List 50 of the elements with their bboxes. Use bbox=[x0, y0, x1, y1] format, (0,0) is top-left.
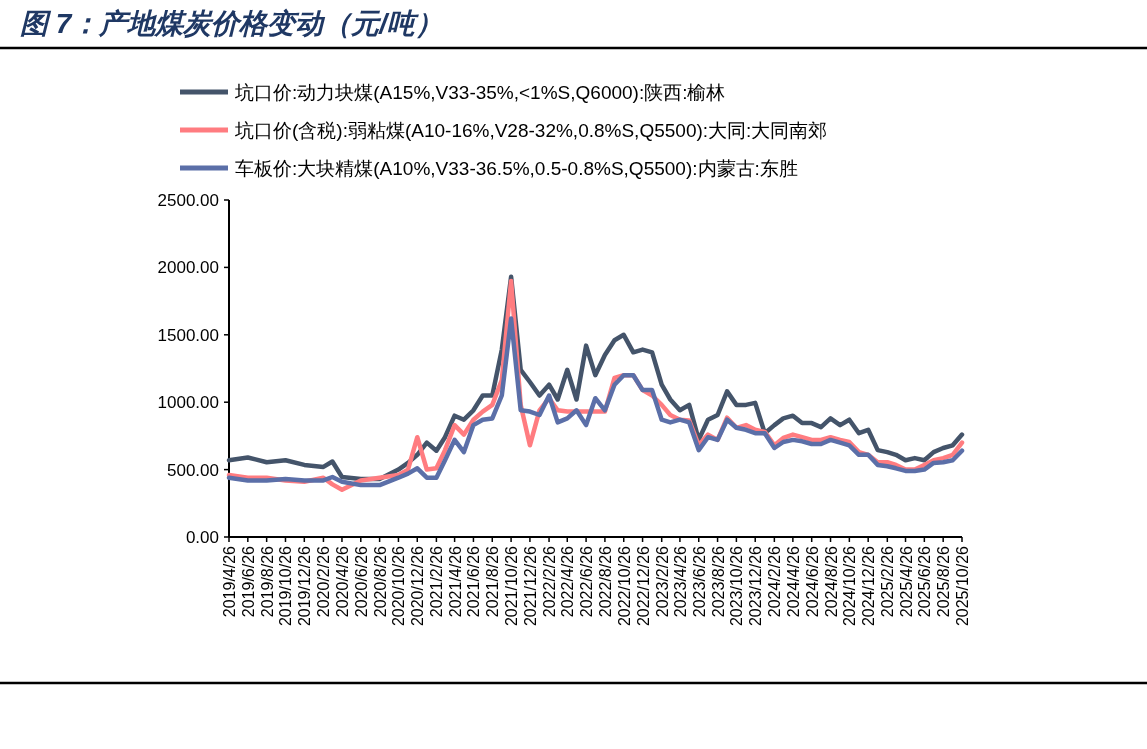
x-tick-label: 2025/8/26 bbox=[935, 545, 953, 618]
x-tick-label: 2020/10/26 bbox=[390, 545, 408, 627]
x-tick-label: 2021/10/26 bbox=[503, 545, 521, 627]
x-tick-label: 2019/10/26 bbox=[277, 545, 295, 627]
legend-label: 坑口价(含税):弱粘煤(A10-16%,V28-32%,0.8%S,Q5500):大同:大同南郊 bbox=[234, 120, 828, 141]
x-tick-label: 2020/12/26 bbox=[409, 545, 427, 627]
y-tick-label: 0.00 bbox=[185, 528, 219, 547]
x-tick-label: 2020/8/26 bbox=[371, 545, 389, 618]
title: 图 7：产地煤炭价格变动（元/吨） bbox=[20, 8, 444, 39]
y-tick-label: 2500.00 bbox=[157, 191, 219, 210]
x-tick-label: 2021/4/26 bbox=[446, 545, 464, 618]
y-tick-label: 500.00 bbox=[167, 460, 219, 480]
x-tick-label: 2023/2/26 bbox=[653, 545, 671, 618]
x-tick-label: 2022/2/26 bbox=[541, 545, 559, 618]
x-tick-label: 2021/2/26 bbox=[428, 545, 446, 618]
x-tick-label: 2024/6/26 bbox=[803, 545, 821, 618]
x-tick-label: 2022/6/26 bbox=[578, 545, 596, 618]
x-tick-label: 2019/6/26 bbox=[239, 545, 257, 618]
x-tick-label: 2019/4/26 bbox=[221, 545, 238, 618]
x-tick-label: 2025/10/26 bbox=[954, 545, 971, 627]
x-tick-label: 2024/8/26 bbox=[822, 545, 840, 618]
x-tick-label: 2020/4/26 bbox=[333, 545, 351, 618]
x-tick-label: 2024/10/26 bbox=[841, 545, 859, 627]
x-tick-label: 2024/4/26 bbox=[784, 545, 802, 618]
x-tick-label: 2022/12/26 bbox=[634, 545, 652, 627]
legend-label: 车板价:大块精煤(A10%,V33-36.5%,0.5-0.8%S,Q5500):内蒙古:东胜 bbox=[235, 158, 798, 179]
y-tick-label: 1000.00 bbox=[157, 393, 219, 413]
x-tick-label: 2019/12/26 bbox=[296, 545, 314, 627]
x-tick-label: 2022/10/26 bbox=[615, 545, 633, 627]
x-tick-label: 2024/12/26 bbox=[860, 545, 878, 627]
x-tick-label: 2023/6/26 bbox=[690, 545, 708, 618]
x-tick-label: 2021/8/26 bbox=[484, 545, 502, 618]
x-tick-label: 2025/6/26 bbox=[916, 545, 934, 618]
x-tick-label: 2021/6/26 bbox=[465, 545, 483, 618]
x-tick-label: 2022/8/26 bbox=[596, 545, 614, 618]
x-tick-label: 2020/2/26 bbox=[315, 545, 333, 618]
x-tick-label: 2023/4/26 bbox=[671, 545, 689, 618]
x-tick-label: 2020/6/26 bbox=[352, 545, 370, 618]
x-tick-label: 2025/4/26 bbox=[897, 545, 915, 618]
x-tick-label: 2023/12/26 bbox=[747, 545, 765, 627]
x-tick-label: 2022/4/26 bbox=[559, 545, 577, 618]
legend-label: 坑口价:动力块煤(A15%,V33-35%,<1%S,Q6000):陕西:榆林 bbox=[234, 82, 726, 103]
y-tick-label: 1500.00 bbox=[157, 325, 219, 345]
x-tick-label: 2019/8/26 bbox=[258, 545, 276, 618]
y-tick-label: 2000.00 bbox=[157, 258, 219, 278]
x-tick-label: 2023/8/26 bbox=[709, 545, 727, 618]
x-tick-label: 2024/2/26 bbox=[766, 545, 784, 618]
x-tick-label: 2023/10/26 bbox=[728, 545, 746, 627]
x-tick-label: 2021/12/26 bbox=[521, 545, 539, 627]
x-tick-label: 2025/2/26 bbox=[879, 545, 897, 618]
